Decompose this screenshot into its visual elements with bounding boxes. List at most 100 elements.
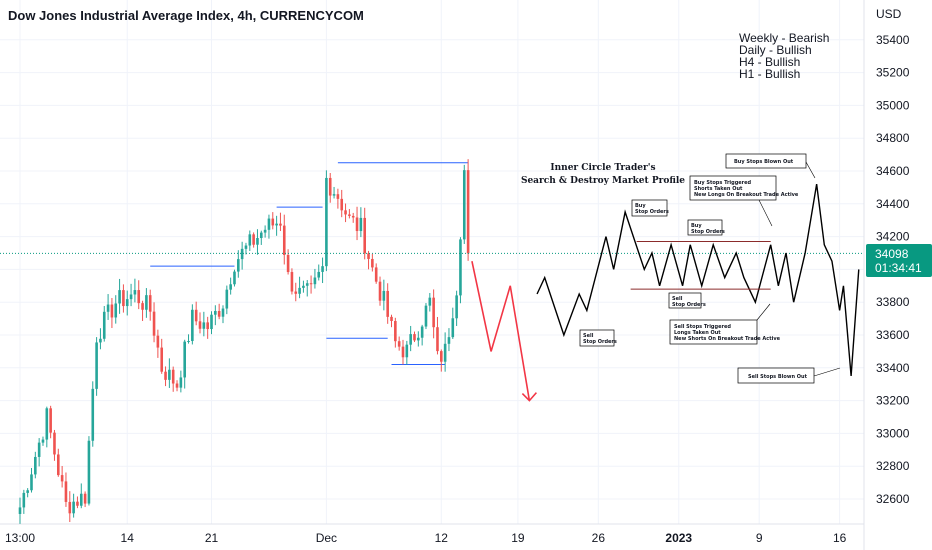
svg-text:New Longs On Breakout Trade Ac: New Longs On Breakout Trade Active (694, 192, 799, 198)
candle-body (60, 475, 64, 482)
candle-body (290, 272, 294, 292)
candle-body (152, 311, 156, 336)
candle-body (49, 408, 52, 433)
last-price-value: 34098 (875, 247, 909, 261)
candle-body (317, 271, 321, 278)
candle-body (122, 290, 125, 307)
svg-text:Buy Stops Triggered: Buy Stops Triggered (694, 180, 752, 186)
candle-body (125, 299, 129, 307)
candle-body (455, 295, 458, 319)
candle-body (271, 218, 275, 226)
label-sell-stop-orders-left: Sell Stop Orders (579, 329, 617, 347)
candle-body (118, 290, 121, 304)
price-tick-label: 34400 (876, 197, 910, 211)
candle-body (263, 229, 267, 233)
projection-arrowhead (521, 392, 537, 402)
time-tick-label: 2023 (665, 531, 692, 545)
candle-body (394, 320, 397, 342)
candle-body (202, 322, 206, 329)
svg-text:Longs Taken Out: Longs Taken Out (674, 330, 721, 336)
candle-body (68, 501, 72, 514)
bias-h4: H4 - Bullish (739, 55, 800, 69)
price-tick-label: 33000 (876, 426, 910, 440)
time-tick-label: 16 (833, 531, 847, 545)
last-price-badge: 34098 01:34:41 (866, 244, 932, 277)
candle-body (30, 474, 33, 491)
time-tick-label: 21 (205, 531, 219, 545)
candle-body (340, 198, 344, 211)
candle-body (99, 338, 102, 343)
time-tick-label: 14 (121, 531, 135, 545)
label-sell-stop-orders-mid: Sell Stop Orders (668, 292, 706, 309)
candle-body (133, 290, 137, 295)
candle-body (102, 311, 106, 339)
candle-body (37, 442, 41, 457)
candle-body (378, 281, 382, 301)
candle-body (221, 308, 225, 317)
search-destroy-profile (536, 184, 860, 377)
candle-body (451, 318, 455, 338)
time-tick-label: 12 (435, 531, 449, 545)
svg-text:Buy: Buy (691, 223, 702, 229)
candle-body (390, 316, 393, 321)
svg-text:Stop Orders: Stop Orders (691, 229, 725, 235)
candle-body (321, 266, 324, 272)
diagram-annotations: Inner Circle Trader's Search & Destroy M… (521, 153, 841, 384)
time-tick-label: Dec (316, 531, 337, 545)
candle-body (447, 337, 451, 344)
candle-body (76, 501, 79, 506)
candle-body (309, 283, 313, 285)
candle-body (91, 388, 95, 441)
candle-body (267, 218, 271, 230)
candle-body (462, 170, 466, 240)
time-axis[interactable]: 13:00 14 21 Dec 12 19 26 2023 9 16 (5, 531, 847, 545)
candle-body (57, 454, 60, 476)
candle-body (294, 291, 298, 294)
diagram-title-line2: Search & Destroy Market Profile (521, 176, 685, 186)
candle-body (405, 344, 409, 358)
chart-grid (0, 0, 865, 550)
candle-body (359, 217, 363, 232)
price-tick-label: 32800 (876, 459, 910, 473)
svg-text:New Shorts On Breakout Trade A: New Shorts On Breakout Trade Active (674, 336, 781, 342)
candle-body (298, 287, 301, 294)
bias-h1: H1 - Bullish (739, 67, 800, 81)
candle-body (302, 285, 305, 288)
candle-body (386, 290, 389, 317)
candle-body (413, 334, 416, 341)
svg-text:Sell Stops Triggered: Sell Stops Triggered (674, 324, 731, 330)
candle-body (256, 238, 259, 245)
candle-body (252, 234, 255, 245)
candle-body (41, 439, 45, 443)
candle-body (443, 343, 447, 362)
candle-body (459, 239, 462, 296)
candle-body (248, 234, 252, 246)
chart-title: Dow Jones Industrial Average Index, 4h, … (8, 8, 364, 23)
candle-body (191, 309, 194, 342)
candle-body (26, 490, 29, 493)
price-tick-label: 34600 (876, 164, 910, 178)
candle-body (179, 377, 183, 388)
svg-text:Sell: Sell (583, 333, 594, 339)
projection-path[interactable] (471, 261, 537, 402)
svg-text:Stop Orders: Stop Orders (672, 302, 706, 308)
candle-body (417, 337, 420, 341)
price-tick-label: 34200 (876, 230, 910, 244)
candle-body (229, 284, 232, 290)
candle-body (325, 177, 328, 267)
candle-body (348, 214, 351, 216)
candle-body (336, 194, 340, 199)
price-axis[interactable]: USD 32600 32800 33000 33200 33400 33600 33800 3… (866, 7, 932, 506)
horizontal-level-lines[interactable] (150, 162, 469, 366)
candle-body (367, 253, 370, 259)
time-tick-label: 19 (511, 531, 525, 545)
candle-body (332, 194, 336, 196)
label-buy-stops-blown: Buy Stops Blown Out (725, 153, 807, 169)
price-tick-label: 33400 (876, 361, 910, 375)
candle-body (313, 277, 317, 285)
candle-body (83, 493, 87, 504)
candle-body (106, 304, 110, 312)
candle-body (206, 322, 209, 330)
price-tick-label: 34800 (876, 131, 910, 145)
